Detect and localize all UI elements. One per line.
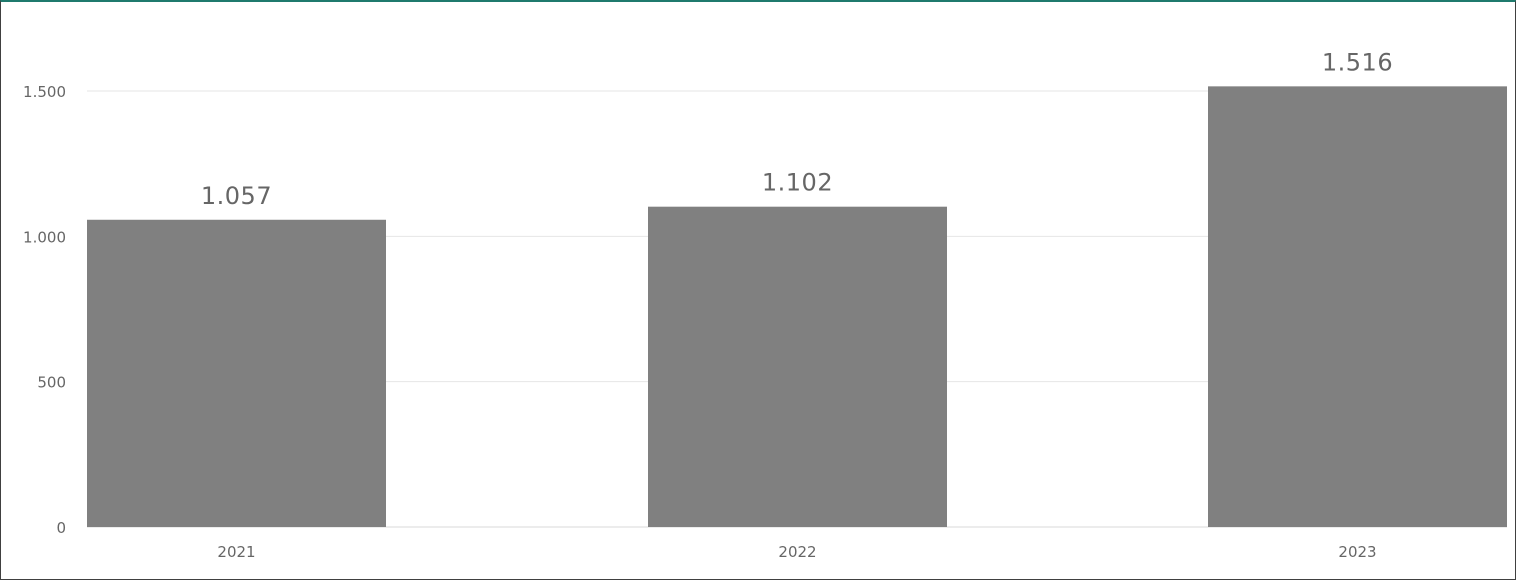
y-tick-label: 0	[56, 519, 66, 537]
y-tick-label: 1.500	[23, 83, 66, 101]
bar-2022[interactable]	[648, 206, 947, 527]
y-tick-label: 500	[37, 374, 66, 392]
bar-2021[interactable]	[87, 219, 386, 528]
x-tick-label: 2023	[1338, 543, 1376, 561]
bar-value-label: 1.102	[762, 169, 833, 197]
bar-2023[interactable]	[1208, 86, 1507, 527]
bar-value-label: 1.057	[201, 182, 272, 210]
x-tick-label: 2022	[778, 543, 816, 561]
x-tick-label: 2021	[217, 543, 255, 561]
bar-value-label: 1.516	[1322, 48, 1393, 76]
y-tick-label: 1.000	[23, 228, 66, 246]
